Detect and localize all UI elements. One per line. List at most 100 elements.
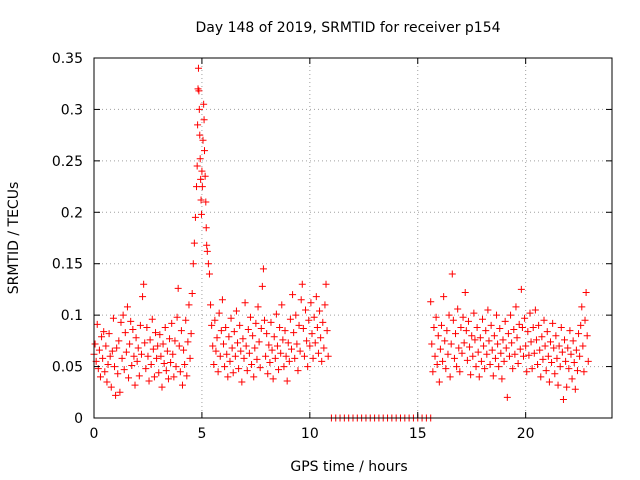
- data-point: [112, 391, 120, 399]
- data-point: [265, 341, 273, 349]
- data-point: [170, 373, 178, 381]
- data-point: [469, 352, 477, 360]
- data-point: [524, 328, 532, 336]
- data-point: [278, 301, 286, 309]
- x-tick-label: 20: [517, 426, 535, 442]
- data-point: [275, 366, 283, 374]
- data-point: [573, 367, 581, 375]
- data-point: [227, 314, 235, 322]
- data-point: [255, 338, 263, 346]
- data-point: [449, 316, 457, 324]
- data-point: [531, 306, 539, 314]
- data-point: [118, 354, 126, 362]
- data-point: [188, 290, 196, 298]
- data-point: [294, 367, 302, 375]
- data-point: [293, 340, 301, 348]
- data-point: [204, 260, 212, 268]
- data-point: [128, 362, 136, 370]
- data-point: [447, 340, 455, 348]
- data-point: [98, 333, 106, 341]
- data-point: [190, 239, 198, 247]
- data-points: [90, 64, 592, 422]
- data-point: [312, 293, 320, 301]
- data-point: [487, 321, 495, 329]
- data-point: [521, 314, 529, 322]
- data-point: [133, 357, 141, 365]
- data-point: [529, 323, 537, 331]
- data-point: [454, 305, 462, 313]
- data-point: [268, 346, 276, 354]
- data-point: [462, 327, 470, 335]
- data-point: [273, 342, 281, 350]
- data-point: [505, 352, 513, 360]
- data-point: [464, 317, 472, 325]
- data-point: [498, 375, 506, 383]
- data-point: [244, 326, 252, 334]
- data-point: [450, 354, 458, 362]
- data-point: [485, 337, 493, 345]
- data-point: [258, 282, 266, 290]
- data-point: [252, 319, 260, 327]
- data-point: [123, 303, 131, 311]
- data-point: [509, 365, 517, 373]
- data-point: [280, 363, 288, 371]
- data-point: [481, 365, 489, 373]
- data-point: [292, 311, 300, 319]
- data-point: [171, 337, 179, 345]
- data-point: [93, 320, 101, 328]
- data-point: [270, 333, 278, 341]
- data-point: [558, 348, 566, 356]
- data-point: [201, 147, 209, 155]
- x-tick-label: 5: [197, 426, 206, 442]
- data-point: [193, 162, 201, 170]
- data-point: [497, 349, 505, 357]
- data-point: [216, 352, 224, 360]
- data-point: [102, 342, 110, 350]
- data-point: [117, 318, 125, 326]
- data-point: [121, 329, 129, 337]
- data-point: [299, 325, 307, 333]
- data-point: [202, 198, 210, 206]
- data-point: [222, 323, 230, 331]
- data-point: [512, 303, 520, 311]
- data-point: [271, 354, 279, 362]
- data-point: [234, 339, 242, 347]
- data-point: [548, 358, 556, 366]
- data-point: [221, 363, 229, 371]
- data-point: [302, 306, 310, 314]
- data-point: [309, 354, 317, 362]
- data-point: [281, 327, 289, 335]
- data-point: [109, 314, 117, 322]
- data-point: [217, 327, 225, 335]
- data-point: [473, 323, 481, 331]
- data-point: [460, 339, 468, 347]
- data-point: [218, 296, 226, 304]
- data-point: [289, 291, 297, 299]
- data-point: [91, 340, 99, 348]
- data-point: [272, 310, 280, 318]
- data-point: [251, 344, 259, 352]
- data-point: [472, 363, 480, 371]
- data-point: [211, 316, 219, 324]
- data-point: [567, 350, 575, 358]
- data-point: [557, 323, 565, 331]
- data-point: [514, 359, 522, 367]
- data-point: [516, 345, 524, 353]
- data-point: [457, 323, 465, 331]
- data-point: [480, 342, 488, 350]
- data-point: [285, 357, 293, 365]
- data-point: [248, 361, 256, 369]
- data-point: [569, 337, 577, 345]
- data-point: [156, 331, 164, 339]
- data-point: [237, 347, 245, 355]
- data-point: [568, 375, 576, 383]
- data-point: [241, 299, 249, 307]
- data-point: [168, 319, 176, 327]
- axis-ticks: 0 5 10 15 20 0 0.05 0.1 0.15 0.2 0.25 0.3 0.35: [52, 51, 612, 442]
- data-point: [515, 320, 523, 328]
- data-point: [439, 357, 447, 365]
- data-point: [448, 270, 456, 278]
- data-point: [96, 373, 104, 381]
- data-point: [441, 337, 449, 345]
- data-point: [214, 368, 222, 376]
